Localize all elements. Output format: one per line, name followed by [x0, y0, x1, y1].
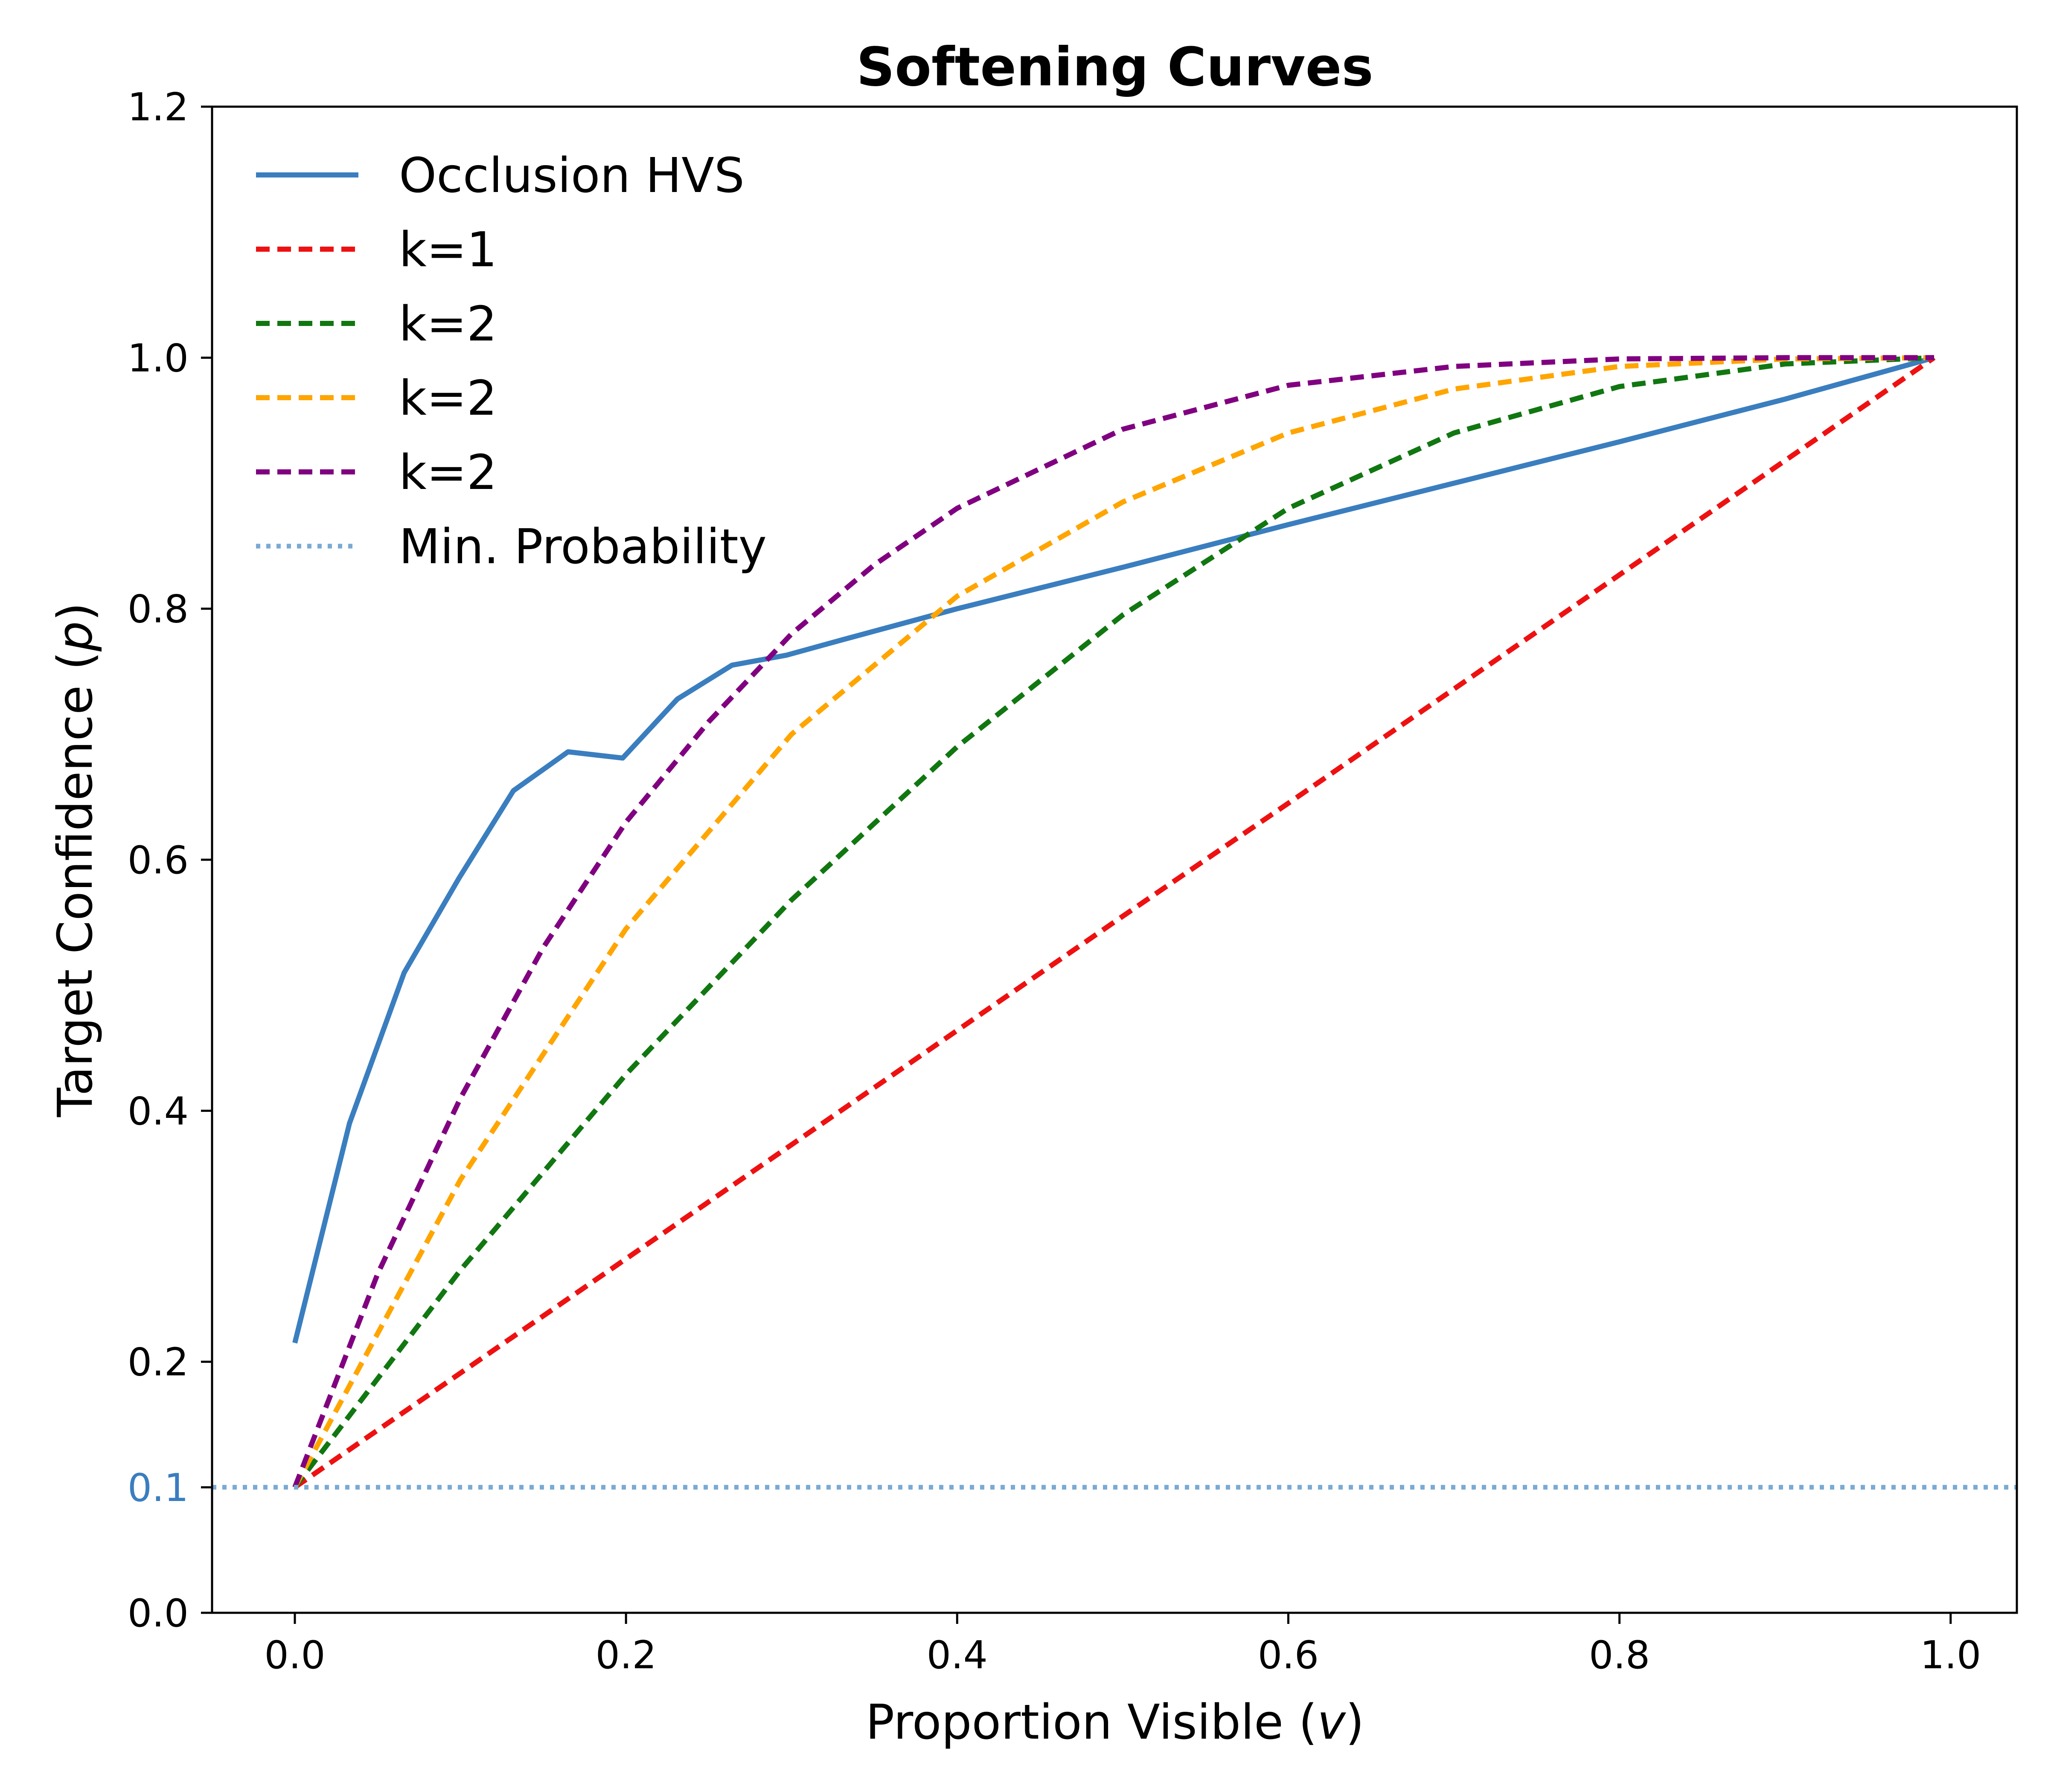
- series-line-1: [292, 355, 1935, 1344]
- y-tick-label: 1.0: [128, 336, 189, 381]
- legend-label: Min. Probability: [399, 519, 767, 575]
- y-tick-label: 0.0: [128, 1591, 189, 1636]
- legend: Occlusion HVS k=1 k=2 k=2 k=2 Min. Probabilit…: [256, 148, 767, 575]
- y-axis: 0.0 0.1 0.2 0.4 0.6 0.8 1.0 1.2: [128, 85, 212, 1636]
- legend-label: k=1: [399, 222, 497, 278]
- legend-label: k=2: [399, 371, 497, 426]
- x-tick-label: 0.4: [927, 1633, 988, 1678]
- legend-label: k=2: [399, 297, 497, 352]
- x-tick-label: 0.6: [1258, 1633, 1319, 1678]
- x-tick-label: 0.0: [264, 1633, 325, 1678]
- y-tick-label: 0.6: [128, 838, 189, 883]
- legend-label: Occlusion HVS: [399, 148, 745, 204]
- x-axis-label: Proportion Visible (v): [866, 1695, 1364, 1750]
- y-axis-label: Target Confidence (p): [48, 602, 103, 1117]
- series-line-4: [292, 355, 1935, 1489]
- x-tick-label: 1.0: [1920, 1633, 1981, 1678]
- series-layer: [212, 355, 2017, 1490]
- y-tick-label: 1.2: [128, 85, 189, 130]
- series-line-5: [292, 355, 1934, 1488]
- legend-label: k=2: [399, 445, 497, 500]
- series-line-2: [293, 355, 1936, 1489]
- y-tick-label: 0.1: [128, 1466, 189, 1510]
- x-tick-label: 0.2: [596, 1633, 657, 1678]
- series-line-3: [293, 355, 1935, 1489]
- y-tick-label: 0.2: [128, 1340, 189, 1385]
- y-tick-label: 0.8: [128, 587, 189, 632]
- x-axis: 0.0 0.2 0.4 0.6 0.8 1.0: [264, 1613, 1981, 1678]
- y-tick-label: 0.4: [128, 1089, 189, 1134]
- x-tick-label: 0.8: [1589, 1633, 1650, 1678]
- chart-title: Softening Curves: [856, 36, 1373, 98]
